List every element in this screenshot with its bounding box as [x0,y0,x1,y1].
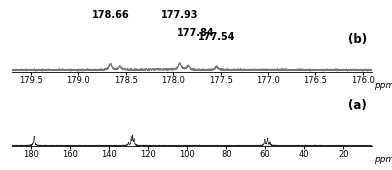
Text: (a): (a) [348,99,367,112]
Text: (b): (b) [348,33,367,46]
Text: 177.93: 177.93 [161,10,198,20]
Text: 178.66: 178.66 [92,10,129,20]
Text: ppm: ppm [374,81,392,90]
Text: 177.54: 177.54 [198,32,236,42]
Text: 177.84: 177.84 [177,29,215,38]
Text: ppm: ppm [374,155,392,164]
